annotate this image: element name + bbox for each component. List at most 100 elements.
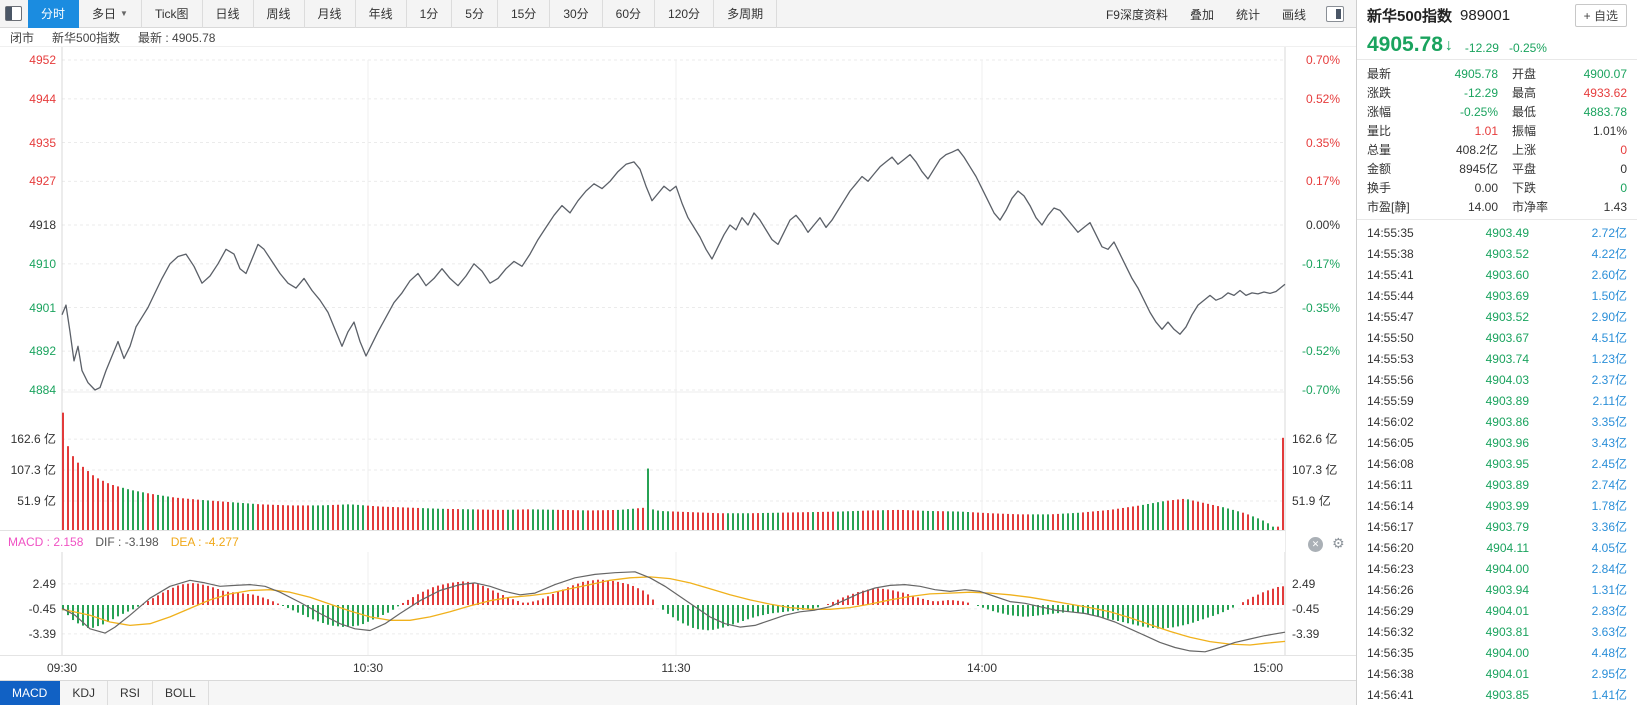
tick-volume: 2.84亿 [1591, 562, 1627, 576]
quote-header: 新华500指数 989001 + 自选 [1357, 0, 1637, 30]
stats-row: 金额 8945亿 平盘 0 [1367, 159, 1627, 178]
tick-volume: 1.23亿 [1591, 352, 1627, 366]
action-叠加[interactable]: 叠加 [1189, 7, 1214, 22]
tab-60分[interactable]: 60分 [603, 0, 656, 28]
dif-value-label: DIF : -3.198 [95, 534, 159, 549]
tick-price: 4903.52 [1485, 246, 1529, 261]
tab-多日[interactable]: 多日 ▼ [79, 0, 142, 28]
stat-value: 0.00 [1474, 180, 1498, 195]
time-axis-label: 09:30 [46, 661, 78, 675]
index-code: 989001 [1460, 6, 1511, 24]
tab-月线[interactable]: 月线 [305, 0, 356, 28]
tick-time: 14:55:53 [1367, 351, 1414, 366]
stat-value: 4883.78 [1583, 104, 1627, 119]
tick-volume: 2.11亿 [1592, 394, 1627, 408]
stat-value: 1.01 [1474, 123, 1498, 138]
stat-value: 0 [1620, 161, 1627, 176]
stat-value: 0 [1620, 142, 1627, 157]
tick-time: 14:56:20 [1367, 540, 1414, 555]
dropdown-caret-icon: ▼ [120, 9, 128, 18]
add-watchlist-button[interactable]: + 自选 [1574, 3, 1627, 27]
market-state: 闭市 [10, 31, 35, 45]
latest-price-label: 最新 : 4905.78 [138, 31, 216, 45]
indicator-settings-gear-icon[interactable]: ⚙ [1332, 535, 1345, 551]
stat-label: 市盈[静] [1367, 200, 1410, 214]
tab-120分[interactable]: 120分 [655, 0, 715, 28]
price-change: -12.29 [1464, 40, 1499, 55]
tab-1分[interactable]: 1分 [407, 0, 453, 28]
stat-label: 平盘 [1512, 162, 1537, 176]
index-name: 新华500指数 [52, 31, 121, 45]
tick-volume: 2.60亿 [1591, 268, 1627, 282]
index-title: 新华500指数 [1367, 7, 1453, 25]
stat-value: -12.29 [1463, 85, 1498, 100]
price-down-arrow-icon: ↓ [1444, 36, 1453, 54]
tab-15分[interactable]: 15分 [498, 0, 551, 28]
tick-list[interactable]: 14:55:35 4903.49 2.72亿 14:55:38 4903.52 4.22亿… [1357, 220, 1637, 705]
stat-value: 1.43 [1603, 199, 1627, 214]
tick-volume: 3.35亿 [1591, 415, 1627, 429]
tick-row: 14:55:53 4903.74 1.23亿 [1367, 348, 1627, 369]
stat-value: 0 [1620, 180, 1627, 195]
tick-row: 14:55:47 4903.52 2.90亿 [1367, 306, 1627, 327]
tick-volume: 3.36亿 [1591, 520, 1627, 534]
tick-time: 14:56:02 [1367, 414, 1414, 429]
tick-volume: 2.90亿 [1591, 310, 1627, 324]
indicator-tab-MACD[interactable]: MACD [0, 681, 61, 705]
tick-price: 4904.11 [1486, 540, 1530, 555]
tab-日线[interactable]: 日线 [203, 0, 254, 28]
macd-value-label: MACD : 2.158 [8, 534, 84, 549]
tab-年线[interactable]: 年线 [356, 0, 407, 28]
tick-volume: 4.22亿 [1591, 247, 1627, 261]
stat-label: 最低 [1512, 105, 1537, 119]
indicator-tab-RSI[interactable]: RSI [108, 681, 154, 705]
tick-time: 14:55:50 [1367, 330, 1414, 345]
tick-price: 4903.85 [1485, 687, 1529, 702]
intraday-chart[interactable] [0, 47, 1356, 705]
tab-多周期[interactable]: 多周期 [714, 0, 778, 28]
tick-volume: 2.83亿 [1591, 604, 1627, 618]
stat-label: 换手 [1367, 181, 1392, 195]
tick-time: 14:55:56 [1367, 372, 1414, 387]
tick-time: 14:55:59 [1367, 393, 1414, 408]
tab-Tick图[interactable]: Tick图 [142, 0, 203, 28]
action-F9深度资料[interactable]: F9深度资料 [1105, 7, 1168, 22]
panel-toggle-icon[interactable] [5, 6, 22, 21]
price-row: 4905.78 ↓ -12.29 -0.25% [1357, 30, 1637, 60]
tab-30分[interactable]: 30分 [550, 0, 603, 28]
tick-price: 4903.99 [1485, 498, 1529, 513]
indicator-tab-BOLL[interactable]: BOLL [153, 681, 209, 705]
tick-time: 14:55:38 [1367, 246, 1414, 261]
tick-row: 14:56:17 4903.79 3.36亿 [1367, 516, 1627, 537]
tick-price: 4903.94 [1485, 582, 1529, 597]
tick-row: 14:56:08 4903.95 2.45亿 [1367, 453, 1627, 474]
stats-row: 市盈[静] 14.00 市净率 1.43 [1367, 197, 1627, 216]
tick-row: 14:56:02 4903.86 3.35亿 [1367, 411, 1627, 432]
tab-分时[interactable]: 分时 [28, 0, 80, 28]
stat-label: 涨跌 [1367, 86, 1392, 100]
time-axis-label: 14:00 [966, 661, 998, 675]
stats-row: 涨幅 -0.25% 最低 4883.78 [1367, 102, 1627, 121]
action-统计[interactable]: 统计 [1235, 7, 1260, 22]
tick-time: 14:56:29 [1367, 603, 1414, 618]
action-画线[interactable]: 画线 [1281, 7, 1306, 22]
tick-volume: 4.48亿 [1591, 646, 1627, 660]
indicator-tab-KDJ[interactable]: KDJ [60, 681, 109, 705]
tab-5分[interactable]: 5分 [452, 0, 498, 28]
indicator-tabs: MACD KDJ RSI BOLL [0, 680, 1356, 705]
tick-price: 4903.96 [1485, 435, 1529, 450]
stat-label: 下跌 [1512, 181, 1537, 195]
tab-周线[interactable]: 周线 [254, 0, 305, 28]
tick-price: 4904.00 [1485, 645, 1529, 660]
tick-row: 14:55:44 4903.69 1.50亿 [1367, 285, 1627, 306]
stat-value: 1.01% [1592, 123, 1627, 138]
close-indicator-icon[interactable]: ✕ [1308, 537, 1323, 552]
tick-time: 14:55:35 [1367, 225, 1414, 240]
tick-row: 14:55:41 4903.60 2.60亿 [1367, 264, 1627, 285]
stats-row: 涨跌 -12.29 最高 4933.62 [1367, 83, 1627, 102]
tick-price: 4903.74 [1485, 351, 1529, 366]
tick-time: 14:55:41 [1367, 267, 1414, 282]
layout-toggle-icon[interactable] [1326, 6, 1344, 22]
stat-label: 最高 [1512, 86, 1537, 100]
